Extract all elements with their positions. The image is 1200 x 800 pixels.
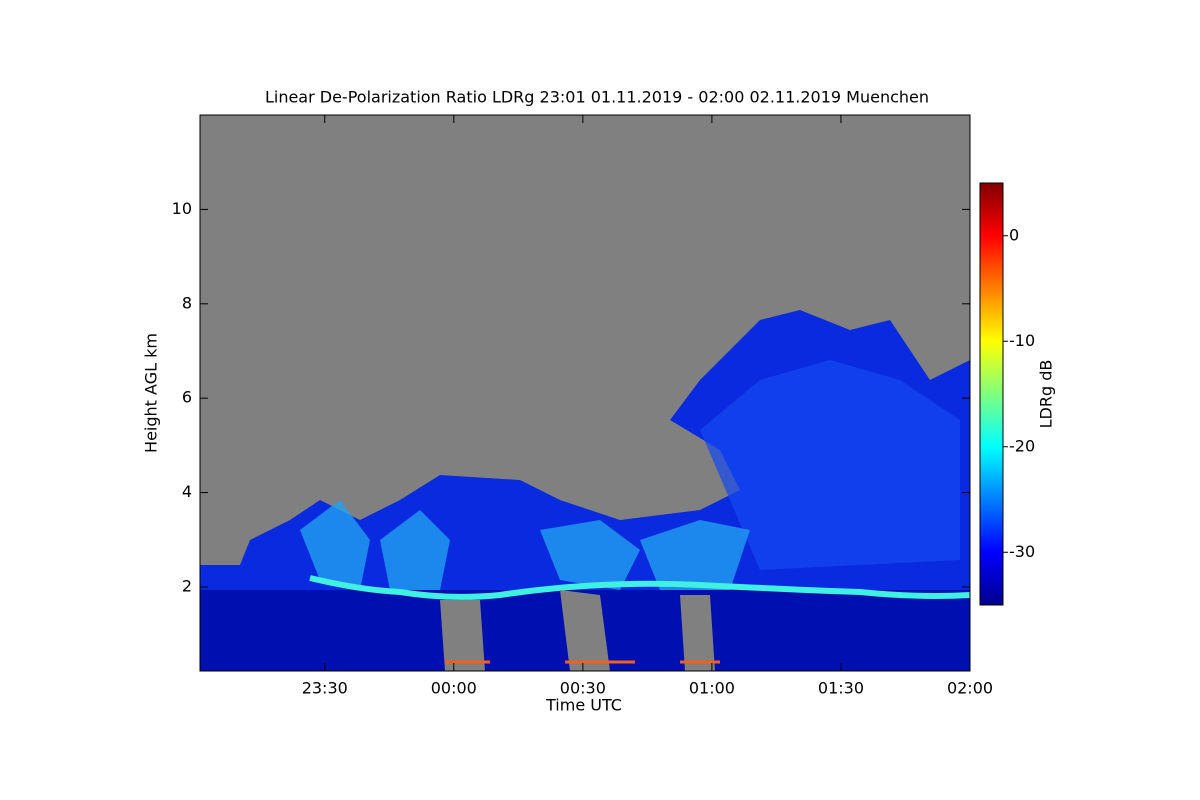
gap-regions: [440, 590, 715, 671]
cloud-base: [309, 575, 970, 600]
colorbar-tick-label: -30: [1009, 542, 1035, 561]
plot-frame: [199, 114, 971, 672]
cloud-streaks: [700, 360, 960, 570]
y-tick-label: 10: [172, 199, 192, 218]
heatmap-image: [200, 310, 970, 671]
x-tick-label: 01:00: [689, 679, 735, 698]
x-tick-label: 02:00: [947, 679, 993, 698]
colorbar-label: LDRg dB: [1037, 360, 1056, 429]
chart-title: Linear De-Polarization Ratio LDRg 23:01 …: [265, 88, 929, 107]
x-tick-label: 23:30: [302, 679, 348, 698]
y-tick-label: 6: [182, 388, 192, 407]
colorbar-tick-label: 0: [1009, 225, 1019, 244]
colorbar-tick-label: -20: [1009, 436, 1035, 455]
y-tick-label: 2: [182, 576, 192, 595]
colorbar: [979, 182, 1004, 606]
x-axis-label: Time UTC: [545, 696, 622, 715]
colorbar-tick-label: -10: [1009, 331, 1035, 350]
y-tick-label: 4: [182, 482, 192, 501]
cloud-patches: [300, 500, 750, 590]
x-tick-label: 01:30: [818, 679, 864, 698]
y-axis-label: Height AGL km: [142, 333, 161, 453]
x-tick-label: 00:30: [560, 679, 606, 698]
x-tick-label: 00:00: [431, 679, 477, 698]
y-tick-label: 8: [182, 293, 192, 312]
